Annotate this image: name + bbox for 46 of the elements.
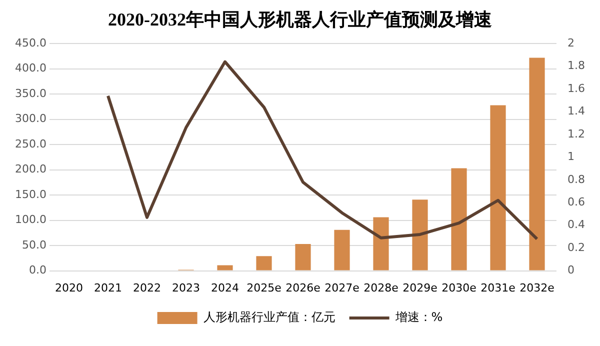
y-tick-label: 200.0: [14, 162, 46, 176]
chart-title: 2020-2032年中国人形机器人行业产值预测及增速: [108, 9, 492, 30]
x-tick-label: 2024: [210, 281, 239, 294]
x-tick-label: 2023: [172, 281, 200, 294]
x-tick-label: 2028e: [364, 281, 399, 294]
y-tick-label: 250.0: [14, 137, 46, 150]
y2-tick-label: 1.4: [568, 104, 586, 118]
y2-tick-label: 1.2: [568, 127, 586, 140]
x-tick-label: 2026e: [286, 281, 321, 294]
bar: [529, 58, 545, 270]
x-tick-label: 2021: [94, 281, 122, 294]
x-tick-label: 2031e: [480, 281, 516, 294]
x-tick-label: 2022: [132, 281, 161, 294]
y-tick-label: 300.0: [14, 112, 46, 126]
y2-tick-label: 2: [568, 36, 575, 50]
y2-tick-label: 0.4: [568, 218, 586, 232]
y-tick-label: 100.0: [14, 213, 46, 226]
y-tick-label: 150.0: [14, 188, 46, 201]
y2-tick-label: 1: [568, 150, 575, 164]
x-tick-label: 2025e: [246, 281, 282, 294]
y2-tick-label: 0.8: [568, 172, 586, 186]
y-tick-label: 400.0: [14, 62, 46, 75]
y2-tick-label: 1.6: [568, 82, 586, 95]
bar: [256, 256, 272, 270]
legend-label: 人形机器行业产值：亿元: [203, 310, 336, 324]
x-tick-label: 2027e: [324, 281, 360, 294]
y-tick-label: 0.0: [28, 264, 46, 277]
bar: [334, 230, 350, 270]
legend-label: 增速：%: [394, 310, 443, 324]
x-tick-label: 2032e: [520, 281, 555, 294]
bar: [295, 244, 311, 270]
y-tick-label: 350.0: [14, 86, 46, 100]
y-tick-label: 450.0: [14, 36, 46, 50]
x-tick-label: 2020: [54, 281, 83, 294]
y2-tick-label: 0: [568, 264, 575, 277]
bar: [490, 105, 506, 270]
bar: [217, 265, 233, 270]
bar: [412, 200, 428, 270]
y2-tick-label: 0.6: [568, 196, 586, 208]
x-tick-label: 2030e: [442, 281, 477, 294]
bar: [373, 217, 389, 270]
x-tick-label: 2029e: [402, 281, 438, 294]
y2-tick-label: 1.8: [568, 59, 586, 72]
bar: [451, 168, 467, 270]
y-tick-label: 50.0: [22, 238, 46, 252]
y2-tick-label: 0.2: [568, 240, 586, 254]
